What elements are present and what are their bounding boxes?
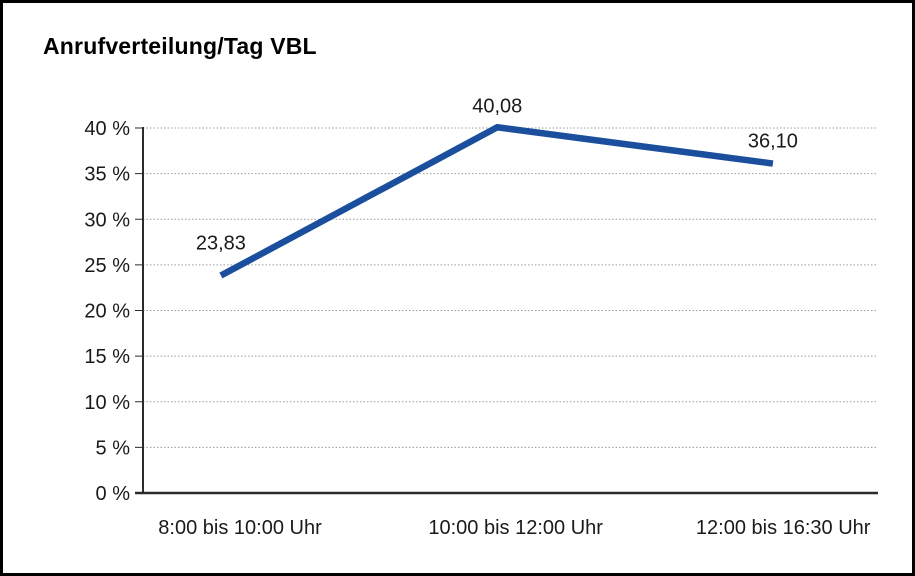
- y-tick-label: 35 %: [84, 164, 130, 186]
- data-series-line: [219, 123, 774, 279]
- x-category-label: 12:00 bis 16:30 Uhr: [696, 517, 871, 539]
- data-point-label: 40,08: [472, 95, 522, 117]
- x-category-label: 10:00 bis 12:00 Uhr: [428, 517, 603, 539]
- chart-title: Anrufverteilung/Tag VBL: [43, 33, 317, 59]
- line-chart: 0 % 5 % 10 % 15 % 20 % 25 % 30 % 35 % 40 % 23,83 4…: [84, 95, 878, 539]
- y-tick-label: 5 %: [96, 437, 131, 459]
- data-point-label: 23,83: [196, 233, 246, 255]
- x-category-label: 8:00 bis 10:00 Uhr: [158, 517, 322, 539]
- data-point-label: 36,10: [748, 131, 798, 153]
- y-tick-label: 30 %: [84, 209, 130, 231]
- y-tick-label: 15 %: [84, 346, 130, 368]
- y-tick-label: 0 %: [96, 483, 131, 505]
- y-tick-label: 25 %: [84, 255, 130, 277]
- y-tick-label: 10 %: [84, 392, 130, 414]
- y-tick-label: 20 %: [84, 301, 130, 323]
- y-tick-label: 40 %: [84, 118, 130, 140]
